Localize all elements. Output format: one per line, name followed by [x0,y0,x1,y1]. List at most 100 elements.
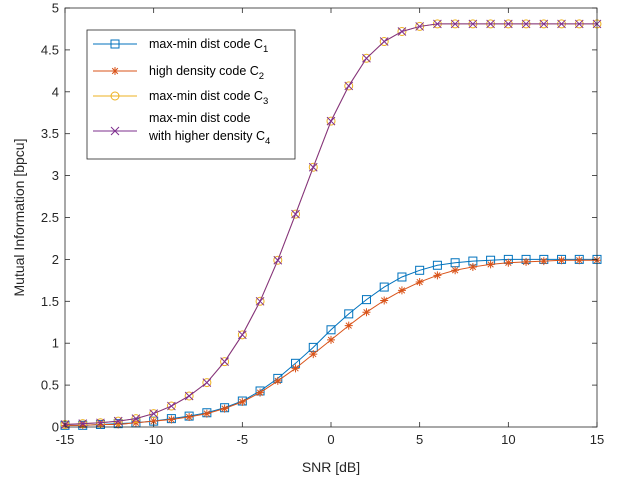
legend-label: max-min dist code C3 [149,89,268,107]
data-point [273,255,283,265]
data-point [415,278,424,287]
data-point [575,256,584,265]
data-point [504,258,513,267]
data-point [273,376,282,385]
y-tick-label: 4.5 [41,42,59,57]
data-point [361,53,371,63]
data-point [344,81,354,91]
data-point [202,378,212,388]
series-layer [60,19,602,430]
x-axis-label: SNR [dB] [302,459,360,475]
legend-marker [111,67,119,75]
data-point [308,162,318,172]
data-point [184,391,194,401]
data-point [433,271,442,280]
x-tick-label: 5 [416,432,423,447]
x-tick-label: -10 [144,432,163,447]
x-tick-label: -5 [237,432,249,447]
y-tick-label: 1 [52,336,59,351]
data-point [486,19,495,29]
data-point [344,81,354,91]
data-point [521,19,531,29]
data-point [78,419,88,429]
data-point [415,21,425,31]
x-tick-label: 10 [501,432,515,447]
data-point [361,295,371,305]
legend-label: high density code C2 [149,64,264,82]
series-4 [60,19,602,429]
data-point [220,404,229,413]
data-point [166,401,176,411]
data-point [379,282,389,292]
data-point [450,19,460,29]
x-tick-label: 0 [327,432,334,447]
data-point [344,321,353,330]
data-point [167,415,176,424]
data-point [326,116,336,126]
data-point [379,37,389,46]
legend-label-line-2: with higher density C4 [148,129,270,147]
y-axis-label: Mutual Information [bpcu] [11,139,27,297]
data-point [503,19,513,29]
legend-entry-4: max-min dist code with higher density C4 [93,111,270,147]
data-point [557,256,566,265]
legend-subscript: 4 [265,136,270,147]
data-point [397,27,407,36]
data-point [131,414,141,423]
data-point [397,272,407,282]
data-point [238,397,247,406]
legend: max-min dist code C1 high density code C2… [86,29,296,160]
data-point [539,257,548,266]
data-point [432,260,442,270]
data-point [78,421,87,430]
legend-entry-2: high density code C2 [93,64,264,82]
data-point [220,357,229,366]
series-2 [61,256,601,430]
data-point [291,209,300,219]
legend-box [86,29,296,160]
data-point [362,53,371,63]
y-tick-label: 0 [52,420,59,435]
legend-subscript: 1 [263,44,268,55]
data-point [397,26,407,36]
x-tick-label: 15 [590,432,604,447]
y-tick-label: 3.5 [41,126,59,141]
data-point [468,19,478,29]
data-point [433,19,442,29]
data-point [220,357,230,367]
legend-subscript: 2 [259,71,264,82]
y-tick-label: 2.5 [41,210,59,225]
data-point [96,420,105,429]
data-point [291,364,300,373]
data-point [185,412,194,421]
x-tick-label: -15 [56,432,75,447]
data-point [326,116,336,126]
data-point [149,409,159,418]
data-point [256,388,265,397]
data-point [167,401,176,411]
data-point [149,409,159,419]
data-point [326,325,336,335]
data-point [539,19,549,29]
data-point [184,391,194,401]
data-point [114,420,123,429]
data-point [379,37,389,47]
data-point [202,409,211,418]
data-point [362,308,371,317]
data-point [522,257,531,266]
data-point [397,286,406,295]
y-tick-label: 3 [52,168,59,183]
data-point [451,266,460,275]
legend-entry-3: max-min dist code C3 [93,89,268,107]
y-tick-label: 2 [52,252,59,267]
data-point [327,335,335,344]
data-point [344,309,354,319]
data-point [468,262,477,271]
data-point [131,414,141,424]
data-point [415,22,425,31]
data-point [202,378,212,387]
data-point [574,19,584,29]
data-point [486,260,495,269]
data-point [291,209,301,219]
